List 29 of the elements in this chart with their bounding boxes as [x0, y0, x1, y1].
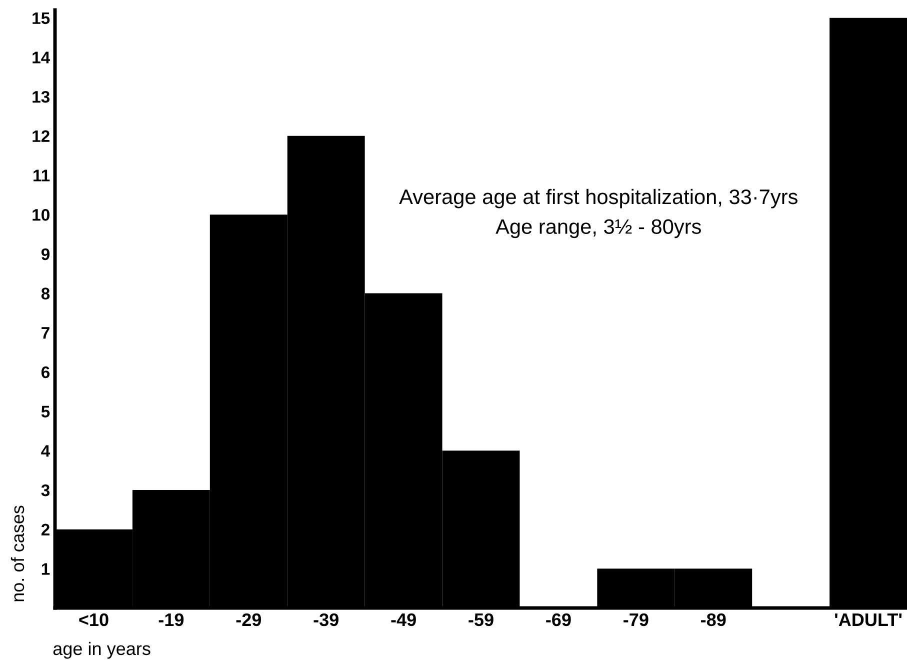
y-tick-label: 5 — [41, 406, 50, 418]
x-tick-label: -89 — [701, 613, 726, 626]
x-tick-label: -69 — [546, 613, 571, 626]
x-tick-label: -59 — [468, 613, 494, 626]
x-tick-label: <10 — [79, 613, 108, 626]
x-tick-label: -19 — [158, 613, 184, 626]
y-tick-label: 3 — [41, 484, 50, 496]
y-tick-label: 7 — [42, 327, 50, 339]
y-tick-label: 1 — [42, 563, 50, 575]
y-tick-label: 15 — [32, 12, 50, 24]
y-tick-label: 12 — [32, 130, 50, 142]
y-tick-label: 8 — [41, 288, 50, 300]
x-tick-label: -39 — [314, 613, 338, 626]
annotation: Age range, 3½ - 80yrs — [496, 219, 701, 238]
y-tick-label: 6 — [41, 366, 50, 378]
x-axis-title: age in years — [53, 642, 150, 659]
x-tick-label: 'ADULT' — [835, 614, 902, 626]
x-tick-label: -29 — [236, 613, 262, 626]
y-tick-label: 11 — [34, 170, 50, 182]
annotation: Average age at first hospitalization, 33·7yrs — [399, 188, 798, 208]
x-tick-label: -49 — [391, 613, 416, 626]
x-tick-label: -79 — [624, 613, 648, 626]
y-tick-label: 13 — [32, 90, 50, 103]
y-tick-label: 14 — [32, 52, 50, 64]
y-tick-label: 9 — [41, 248, 50, 260]
y-axis-title: no. of cases — [10, 506, 24, 602]
y-tick-label: 10 — [32, 208, 50, 221]
y-tick-label: 4 — [41, 445, 50, 457]
y-tick-label: 2 — [41, 524, 50, 536]
